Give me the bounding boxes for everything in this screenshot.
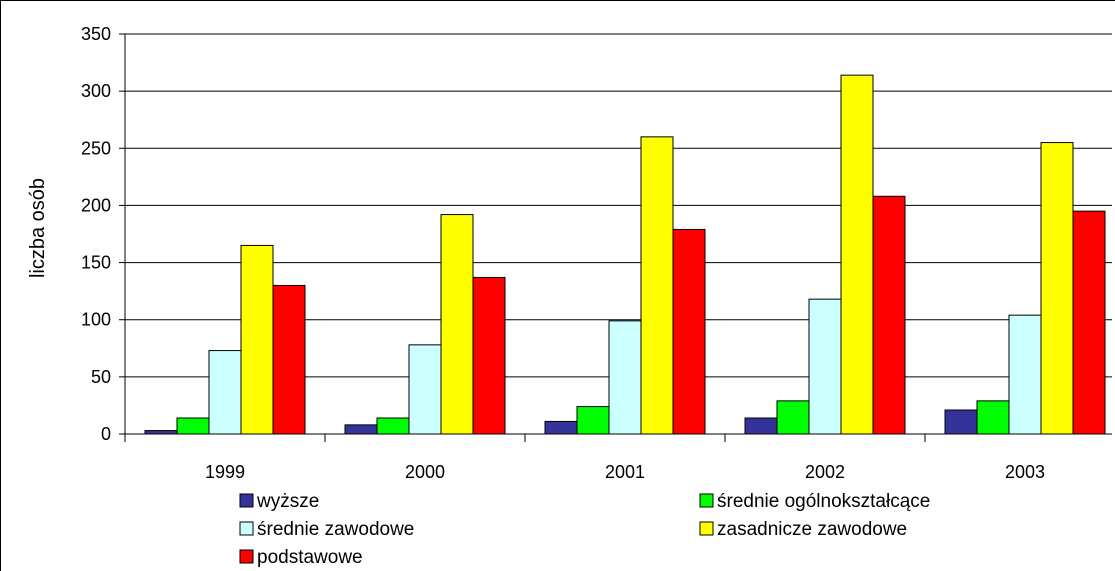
x-tick-label: 2003	[1005, 462, 1045, 482]
x-axis-ticks: 1999 2000 2001 2002 2003	[124, 434, 1045, 482]
legend-label: średnie zawodowe	[257, 519, 414, 540]
bar	[976, 400, 1010, 435]
bar	[672, 228, 706, 435]
legend-swatch	[239, 521, 254, 536]
bar	[408, 344, 442, 435]
bar	[472, 276, 506, 435]
bar	[1008, 314, 1042, 435]
y-tick-label: 350	[81, 24, 111, 44]
x-tick-label: 1999	[205, 462, 245, 482]
y-axis-ticks: 0 50 100 150 200 250 300 350	[81, 24, 125, 444]
y-tick-label: 300	[81, 81, 111, 101]
legend-label: średnie ogólnokształcące	[717, 491, 930, 512]
y-tick-label: 100	[81, 310, 111, 330]
y-axis-label: liczba osób	[27, 178, 49, 278]
bar	[376, 417, 410, 435]
legend-label: zasadnicze zawodowe	[717, 519, 907, 540]
bar	[240, 244, 274, 435]
x-tick-label: 2002	[805, 462, 845, 482]
bar	[640, 136, 674, 435]
bar	[1072, 210, 1106, 435]
bar	[144, 430, 178, 435]
bar	[576, 406, 610, 435]
y-tick-label: 150	[81, 253, 111, 273]
bars	[144, 74, 1106, 435]
legend-swatch	[699, 493, 714, 508]
bar	[208, 350, 242, 435]
y-tick-label: 0	[101, 424, 111, 444]
x-tick-label: 2000	[405, 462, 445, 482]
y-tick-label: 50	[91, 367, 111, 387]
bar	[1040, 142, 1074, 435]
bar	[440, 214, 474, 435]
bar	[544, 420, 578, 435]
bar	[776, 400, 810, 435]
legend-swatch	[239, 493, 254, 508]
bar	[808, 298, 842, 435]
legend-swatch	[699, 521, 714, 536]
legend-swatch	[239, 549, 254, 564]
legend-label: wyższe	[256, 491, 319, 512]
y-tick-label: 250	[81, 138, 111, 158]
bar	[840, 74, 874, 435]
legend-label: podstawowe	[257, 547, 363, 568]
y-tick-label: 200	[81, 195, 111, 215]
bar	[176, 417, 210, 435]
bar	[344, 424, 378, 435]
bar	[272, 284, 306, 435]
legend: wyższe średnie ogólnokształcące średnie za…	[239, 491, 930, 568]
axes	[124, 34, 1112, 435]
bar	[744, 417, 778, 435]
bar	[944, 409, 978, 435]
bar	[872, 195, 906, 435]
bar	[608, 320, 642, 435]
x-tick-label: 2001	[605, 462, 645, 482]
